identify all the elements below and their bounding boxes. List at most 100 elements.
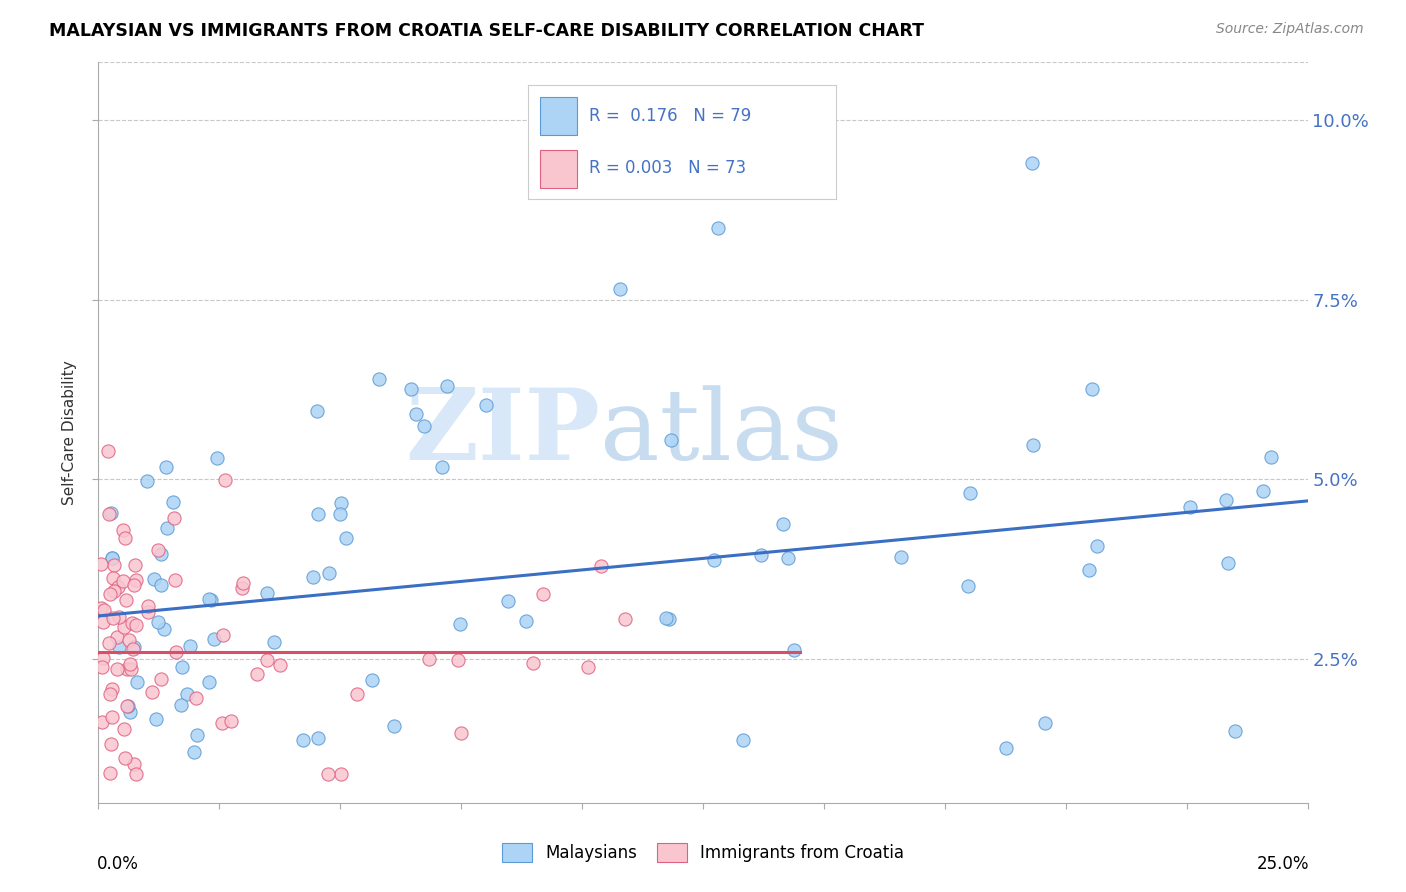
Point xyxy=(172,660,194,674)
Point xyxy=(125,618,148,632)
Point xyxy=(162,495,184,509)
Point xyxy=(150,547,173,561)
Point xyxy=(198,592,221,607)
Point xyxy=(330,496,353,510)
Text: 0.0%: 0.0% xyxy=(97,855,139,872)
Point xyxy=(263,634,285,648)
Point xyxy=(141,685,163,699)
Point xyxy=(105,662,128,676)
Text: 25.0%: 25.0% xyxy=(1257,855,1309,872)
Point xyxy=(183,746,205,760)
Point xyxy=(219,714,242,728)
Point xyxy=(783,643,806,657)
Point xyxy=(1215,492,1237,507)
Point xyxy=(115,699,138,714)
Point xyxy=(1021,156,1043,170)
Point xyxy=(148,543,170,558)
Point xyxy=(97,636,120,650)
Point xyxy=(155,460,177,475)
Text: atlas: atlas xyxy=(600,384,844,481)
Point xyxy=(120,657,142,671)
Point xyxy=(138,605,160,619)
Point xyxy=(121,615,143,630)
Point xyxy=(90,601,112,615)
Point xyxy=(176,687,198,701)
Point xyxy=(111,523,134,537)
Point xyxy=(115,593,138,607)
Point xyxy=(418,651,440,665)
Point xyxy=(143,572,166,586)
Point xyxy=(124,574,146,588)
Point xyxy=(118,633,141,648)
Point xyxy=(1223,723,1246,738)
Point xyxy=(269,658,291,673)
Point xyxy=(108,610,131,624)
Point xyxy=(1021,438,1043,452)
Point xyxy=(360,673,382,688)
Point xyxy=(1077,563,1099,577)
Point xyxy=(121,642,143,657)
Point xyxy=(163,510,186,524)
Point xyxy=(98,507,121,521)
Point xyxy=(101,551,124,566)
Point xyxy=(165,573,187,587)
Point xyxy=(609,282,631,296)
Text: Source: ZipAtlas.com: Source: ZipAtlas.com xyxy=(1216,22,1364,37)
Point xyxy=(146,615,169,630)
Point xyxy=(100,709,122,723)
Point xyxy=(200,593,222,607)
Point xyxy=(246,666,269,681)
Point xyxy=(145,713,167,727)
Point xyxy=(450,726,472,740)
Point xyxy=(107,631,129,645)
Point xyxy=(101,611,124,625)
Point xyxy=(170,698,193,713)
Point xyxy=(100,737,122,751)
Point xyxy=(659,433,682,447)
Point xyxy=(107,640,129,654)
Point xyxy=(114,532,136,546)
Point xyxy=(576,660,599,674)
Point xyxy=(231,582,253,596)
Point xyxy=(101,681,124,696)
Point xyxy=(291,733,314,747)
Point xyxy=(153,622,176,636)
Point xyxy=(329,507,352,521)
Point xyxy=(103,584,125,599)
Point xyxy=(103,558,125,573)
Point xyxy=(1178,500,1201,514)
Point xyxy=(91,660,114,674)
Point xyxy=(93,603,115,617)
Point xyxy=(165,644,187,658)
Y-axis label: Self-Care Disability: Self-Care Disability xyxy=(62,360,77,505)
Point xyxy=(111,574,134,588)
Point xyxy=(329,767,352,781)
Text: MALAYSIAN VS IMMIGRANTS FROM CROATIA SELF-CARE DISABILITY CORRELATION CHART: MALAYSIAN VS IMMIGRANTS FROM CROATIA SEL… xyxy=(49,22,924,40)
Point xyxy=(117,699,139,714)
Point xyxy=(124,640,146,654)
Point xyxy=(1033,716,1056,731)
Point xyxy=(122,578,145,592)
Point xyxy=(186,728,208,742)
Point xyxy=(475,399,498,413)
Point xyxy=(184,691,207,706)
Point xyxy=(772,516,794,531)
Point xyxy=(91,651,114,665)
Point xyxy=(368,372,391,386)
Point xyxy=(733,733,755,747)
Point xyxy=(256,652,278,666)
Point xyxy=(307,731,329,745)
Point xyxy=(107,580,129,594)
Point xyxy=(1260,450,1282,464)
Point xyxy=(112,620,135,634)
Point xyxy=(498,594,520,608)
Point xyxy=(100,507,122,521)
Point xyxy=(305,404,328,418)
Point xyxy=(232,575,254,590)
Point xyxy=(114,750,136,764)
Point xyxy=(515,614,537,628)
Point xyxy=(125,767,148,781)
Point xyxy=(778,551,800,566)
Point xyxy=(382,719,405,733)
Point xyxy=(531,587,554,601)
